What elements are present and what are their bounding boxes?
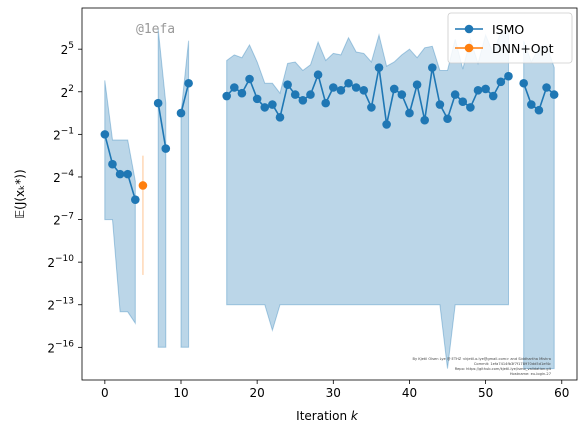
y-tick-label: 2−7 [53,212,74,228]
x-tick-label: 40 [402,386,417,400]
ismo-point [504,71,513,81]
legend-ismo-label: ISMO [492,22,524,37]
watermark-line-1: By Kjetil Olsen Lye @ ETHZ <kjetil.o.lye… [412,357,551,361]
commit-stamp: @1efa [136,22,175,37]
ismo-line-2 [180,83,190,114]
ismo-point [290,90,300,99]
legend-dnnopt-label: DNN+Opt [492,41,554,56]
ismo-point [108,159,117,169]
legend-dnnopt-marker [464,43,474,53]
ismo-point [481,84,490,94]
ismo-point [100,130,110,139]
ismo-point [161,144,171,153]
ismo-point [450,90,460,99]
legend-box [447,12,573,64]
watermark-line-2: Commit: 1efa7414fb3f7f178970dd5d1ef4c [474,362,551,366]
ismo-band-1 [157,29,167,348]
x-axis-label-text: Iteration [296,409,347,423]
ismo-point [306,90,315,99]
ismo-point [153,98,163,108]
ismo-point [428,63,437,72]
ismo-point [458,97,468,107]
ismo-point [298,95,308,105]
ismo-point [230,83,239,92]
ismo-point [329,83,338,92]
dnnopt-point [138,181,148,190]
y-tick-label: 2−13 [47,297,74,313]
plot-frame [81,7,578,381]
confidence-bands [104,29,555,370]
ismo-point [222,91,231,101]
ismo-point [534,105,544,115]
x-axis-ticks: 0 10 20 30 40 50 60 [101,380,569,400]
legend-ismo-marker [464,24,474,34]
x-axis-label: Iteration k [296,409,359,423]
ismo-point [237,88,247,98]
y-tick-label: 2−10 [47,254,74,270]
ismo-point [389,84,399,94]
x-tick-label: 60 [554,386,569,400]
ismo-point [252,94,262,104]
legend: ISMO DNN+Opt [447,12,573,64]
ismo-point [466,103,475,112]
ismo-point [176,108,186,118]
ismo-band-3 [226,30,509,369]
y-tick-label: 2−1 [53,126,74,142]
x-tick-label: 50 [478,386,493,400]
series-points [100,63,559,204]
ismo-point [313,70,323,80]
watermark-text: By Kjetil Olsen Lye @ ETHZ <kjetil.o.lye… [412,357,551,376]
ismo-point [359,86,369,95]
ismo-point [527,100,536,109]
ismo-point [275,113,285,122]
x-tick-label: 0 [101,386,109,400]
ismo-point [488,91,498,101]
ismo-point [519,78,528,88]
watermark-line-4: Hostname: eu-login-27 [510,372,551,376]
watermark-line-3: Repo: https://github.com/kjetil-lye/ismo… [455,367,552,371]
ismo-point [283,80,292,89]
ismo-point [344,78,353,88]
ismo-point [412,80,422,89]
ismo-point [496,77,506,87]
ismo-point [405,108,414,118]
ismo-point [184,78,193,88]
y-tick-label: 25 [61,41,74,57]
ismo-point [473,86,483,95]
ismo-point [260,103,270,112]
x-tick-label: 20 [250,386,265,400]
ismo-point [374,63,384,72]
ismo-line-1 [157,102,167,149]
y-tick-label: 2−4 [53,169,74,185]
y-tick-label: 22 [61,84,74,100]
y-axis-ticks: 25 22 2−1 2−4 2−7 2−10 2−13 2−16 [47,41,82,355]
ismo-point [123,169,132,179]
ismo-point [542,83,551,92]
ismo-point [115,169,125,179]
ismo-point [268,100,277,109]
y-axis-label: 𝔼(J(xₖ*)) [13,169,27,218]
ismo-point [336,86,346,95]
ismo-point [245,74,254,84]
x-axis-label-var: k [351,409,359,423]
ismo-point [321,98,330,108]
ismo-point [549,90,559,99]
ismo-point [131,195,140,204]
ismo-band-2 [180,40,190,348]
ismo-point [382,120,391,129]
ismo-point [435,100,445,109]
ismo-point [443,114,452,124]
ismo-point [420,115,429,125]
x-tick-label: 30 [326,386,341,400]
x-tick-label: 10 [173,386,188,400]
ismo-point [351,83,361,92]
y-tick-label: 2−16 [47,339,74,355]
ismo-band-0 [104,80,136,325]
ismo-point [367,103,376,112]
ismo-point [397,90,407,99]
